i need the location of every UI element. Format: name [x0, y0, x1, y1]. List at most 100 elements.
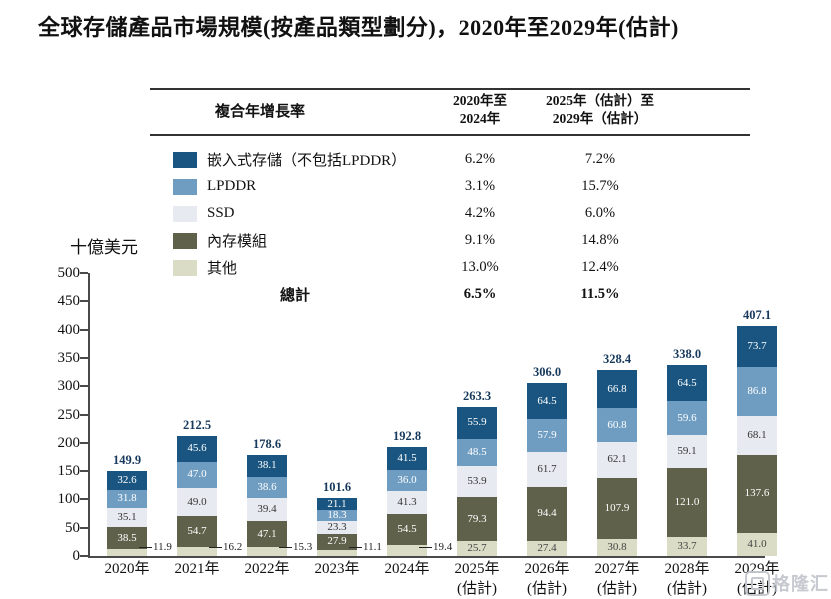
x-axis-label: 2026年 (估計) [524, 561, 570, 597]
leader-line [209, 546, 222, 548]
y-tick-label: 350 [57, 349, 81, 366]
segment-value-label: 25.7 [467, 542, 487, 555]
cagr-col1-header: 2020年至 2024年 [453, 93, 507, 127]
segment-embedded: 73.7 [737, 325, 777, 368]
segment-value-label: 54.5 [397, 523, 417, 536]
segment-memory_module: 54.7 [177, 515, 217, 547]
watermark: 格隆汇 [745, 570, 829, 596]
segment-value-label: 41.3 [397, 496, 417, 508]
x-axis-label: 2021年 [174, 561, 220, 577]
y-tick-label: 400 [57, 321, 81, 338]
segment-value-label: 48.5 [467, 445, 487, 458]
segment-embedded: 55.9 [457, 407, 497, 439]
legend-label: SSD [207, 205, 235, 221]
segment-memory_module: 47.1 [247, 520, 287, 548]
segment-value-label: 64.5 [537, 394, 557, 407]
segment-embedded: 32.6 [107, 471, 147, 490]
segment-value-label: 53.9 [467, 474, 487, 487]
segment-value-label: 59.1 [677, 445, 697, 458]
legend-row: LPDDR 3.1% 15.7% [150, 173, 750, 200]
segment-value-label: 41.0 [747, 537, 767, 550]
segment-value-label: 27.9 [327, 535, 347, 548]
other-outside-label: 15.3 [279, 541, 312, 553]
leader-line [349, 546, 362, 548]
y-axis-title: 十億美元 [70, 238, 138, 257]
cagr-table-header: 複合年增長率 2020年至 2024年 2025年（估計）至 2029年（估計） [150, 92, 750, 128]
x-axis-label: 2024年 [384, 561, 430, 577]
segment-value-label: 107.9 [604, 501, 630, 514]
y-tick-label: 0 [72, 548, 81, 564]
segment-other [247, 547, 287, 556]
segment-value-label: 55.9 [467, 416, 487, 429]
x-axis-line [88, 556, 765, 558]
segment-value-label: 64.5 [677, 376, 697, 389]
segment-memory_module: 79.3 [457, 496, 497, 542]
other-outside-label: 11.9 [139, 541, 172, 553]
other-value-label: 11.1 [363, 541, 382, 553]
bar-total-label: 328.4 [602, 352, 632, 367]
segment-value-label: 61.7 [537, 463, 557, 476]
segment-other: 41.0 [737, 532, 777, 556]
segment-lpddr: 48.5 [457, 438, 497, 467]
segment-value-label: 33.7 [677, 539, 697, 552]
segment-memory_module: 54.5 [387, 514, 427, 546]
segment-lpddr: 47.0 [177, 461, 217, 489]
chart-title: 全球存儲產品市場規模(按產品類型劃分)，2020年至2029年(估計) [38, 15, 679, 40]
segment-memory_module: 27.9 [317, 533, 357, 550]
y-tick-mark [80, 441, 88, 444]
segment-value-label: 49.0 [187, 495, 207, 508]
legend-label: 嵌入式存儲（不包括LPDDR） [207, 153, 407, 169]
x-axis-label: 2027年 (估計) [594, 561, 640, 597]
segment-value-label: 35.1 [117, 511, 137, 524]
segment-memory_module: 38.5 [107, 527, 147, 550]
x-axis-label: 2023年 [314, 561, 360, 577]
segment-other [177, 546, 217, 556]
bar-total-label: 101.6 [322, 480, 352, 495]
segment-other [107, 549, 147, 556]
bar-total-label: 192.8 [392, 428, 422, 443]
segment-value-label: 18.3 [327, 509, 347, 522]
segment-memory_module: 137.6 [737, 454, 777, 533]
bar-total-label: 149.9 [112, 453, 142, 468]
segment-other: 30.8 [597, 538, 637, 556]
x-axis-label: 2028年 (估計) [664, 561, 710, 597]
y-tick-mark [80, 526, 88, 529]
segment-value-label: 31.8 [117, 492, 137, 505]
segment-value-label: 30.8 [607, 540, 627, 553]
watermark-text: 格隆汇 [772, 574, 829, 594]
segment-lpddr: 36.0 [387, 470, 427, 491]
segment-ssd: 35.1 [107, 507, 147, 528]
y-tick-label: 250 [57, 406, 81, 423]
legend-swatch [173, 178, 197, 195]
segment-embedded: 64.5 [527, 382, 567, 420]
segment-other: 25.7 [457, 541, 497, 556]
legend-rows: 嵌入式存儲（不包括LPDDR） 6.2% 7.2% LPDDR 3.1% 15.7% SSD… [150, 146, 750, 308]
segment-lpddr: 57.9 [527, 419, 567, 453]
segment-ssd: 39.4 [247, 498, 287, 521]
segment-embedded: 38.1 [247, 454, 287, 477]
segment-ssd: 62.1 [597, 442, 637, 478]
y-tick-mark [80, 328, 88, 331]
segment-ssd: 59.1 [667, 435, 707, 469]
segment-other: 33.7 [667, 536, 707, 556]
segment-value-label: 27.4 [537, 541, 557, 554]
segment-value-label: 73.7 [747, 339, 767, 352]
segment-lpddr: 18.3 [317, 509, 357, 522]
segment-memory_module: 94.4 [527, 487, 567, 541]
y-axis-line [88, 273, 90, 556]
y-tick-mark [80, 300, 88, 303]
segment-ssd: 61.7 [527, 452, 567, 488]
legend-swatch [173, 205, 197, 222]
cagr-col2-header: 2025年（估計）至 2029年（估計） [546, 93, 654, 127]
legend-swatch [173, 151, 197, 168]
other-outside-label: 11.1 [349, 541, 382, 553]
segment-value-label: 137.6 [744, 487, 770, 500]
legend-label: 其他 [207, 261, 238, 277]
bar-total-label: 338.0 [672, 346, 702, 361]
segment-value-label: 23.3 [327, 520, 347, 533]
segment-value-label: 59.6 [677, 411, 697, 424]
bar-total-label: 212.5 [182, 417, 212, 432]
segment-value-label: 79.3 [467, 512, 487, 525]
y-tick-mark [80, 498, 88, 501]
table-rule-top [150, 88, 750, 90]
